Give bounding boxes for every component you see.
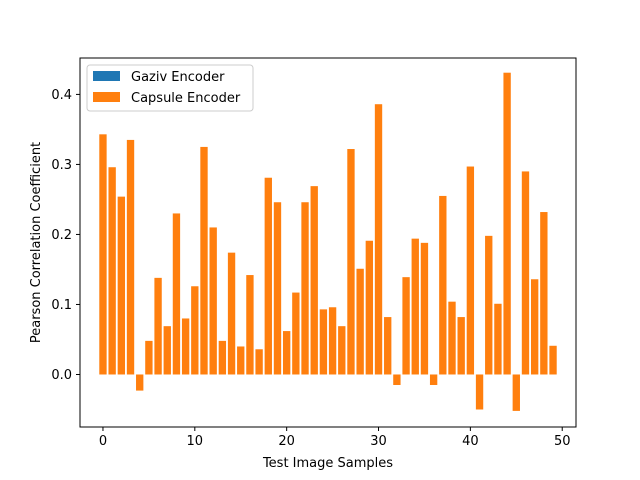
- bar-0: [99, 134, 107, 375]
- legend-label-capsule: Capsule Encoder: [131, 91, 241, 106]
- bar-44: [503, 72, 511, 375]
- bar-21: [292, 292, 300, 375]
- bar-12: [209, 227, 217, 375]
- bar-29: [365, 240, 374, 375]
- legend: Gaziv Encoder Capsule Encoder: [86, 64, 254, 112]
- bar-43: [494, 303, 502, 375]
- bar-30: [374, 104, 383, 375]
- bar-35: [420, 242, 429, 375]
- x-tick-label-50: 50: [554, 434, 571, 449]
- x-tick-label-10: 10: [187, 434, 204, 449]
- bar-25: [328, 307, 337, 375]
- bar-32: [393, 374, 401, 385]
- bar-28: [356, 268, 364, 375]
- x-tick-label-30: 30: [370, 434, 387, 449]
- y-tick-label-1: 0.1: [51, 298, 72, 313]
- bar-7: [163, 326, 171, 375]
- x-tick-label-0: 0: [99, 434, 107, 449]
- x-axis-label: Test Image Samples: [262, 456, 393, 471]
- bar-16: [246, 275, 254, 375]
- bar-3: [126, 139, 135, 375]
- bars-group: [99, 72, 557, 411]
- bar-17: [255, 349, 263, 375]
- x-tick-label-20: 20: [278, 434, 295, 449]
- bar-8: [172, 213, 181, 375]
- bar-26: [338, 326, 346, 375]
- axes-group: 0 10 20 30 40 50 0.0 0.1 0.2 0.3 0.4: [51, 57, 577, 449]
- bar-46: [521, 171, 530, 375]
- bar-19: [273, 202, 282, 375]
- legend-swatch-capsule: [93, 92, 120, 102]
- bar-42: [485, 235, 493, 375]
- legend-swatch-gaziv: [93, 71, 120, 81]
- bar-45: [512, 374, 520, 411]
- bar-38: [448, 301, 456, 375]
- y-axis-label: Pearson Correlation Coefficient: [29, 142, 44, 343]
- bar-15: [237, 346, 245, 375]
- bar-41: [475, 374, 484, 410]
- y-tick-label-2: 0.2: [51, 228, 72, 243]
- bar-49: [549, 345, 557, 375]
- bar-2: [117, 196, 126, 375]
- bar-20: [282, 331, 291, 375]
- bar-4: [136, 374, 144, 391]
- bar-31: [384, 317, 392, 375]
- bar-27: [347, 149, 355, 375]
- bar-36: [429, 374, 438, 385]
- bar-14: [227, 252, 236, 375]
- axes-frame: [79, 57, 577, 428]
- bar-11: [200, 146, 208, 375]
- bar-18: [264, 177, 272, 375]
- bar-24: [319, 309, 328, 375]
- legend-box: [86, 64, 254, 112]
- bar-39: [457, 317, 465, 375]
- bar-34: [411, 238, 419, 375]
- bar-22: [301, 202, 309, 375]
- x-tick-label-40: 40: [462, 434, 479, 449]
- bar-23: [310, 186, 318, 375]
- y-tick-label-4: 0.4: [51, 88, 72, 103]
- bar-1: [108, 167, 116, 375]
- y-tick-label-3: 0.3: [51, 158, 72, 173]
- bar-40: [466, 166, 475, 375]
- bar-37: [439, 195, 447, 375]
- bar-6: [154, 277, 162, 375]
- bar-47: [530, 279, 539, 375]
- legend-label-gaziv: Gaziv Encoder: [131, 70, 225, 85]
- bar-10: [191, 286, 199, 375]
- bar-33: [402, 277, 410, 375]
- bar-48: [540, 212, 548, 375]
- y-tick-label-0: 0.0: [51, 368, 72, 383]
- bar-5: [145, 340, 153, 375]
- bar-13: [218, 340, 227, 375]
- bar-9: [181, 318, 190, 375]
